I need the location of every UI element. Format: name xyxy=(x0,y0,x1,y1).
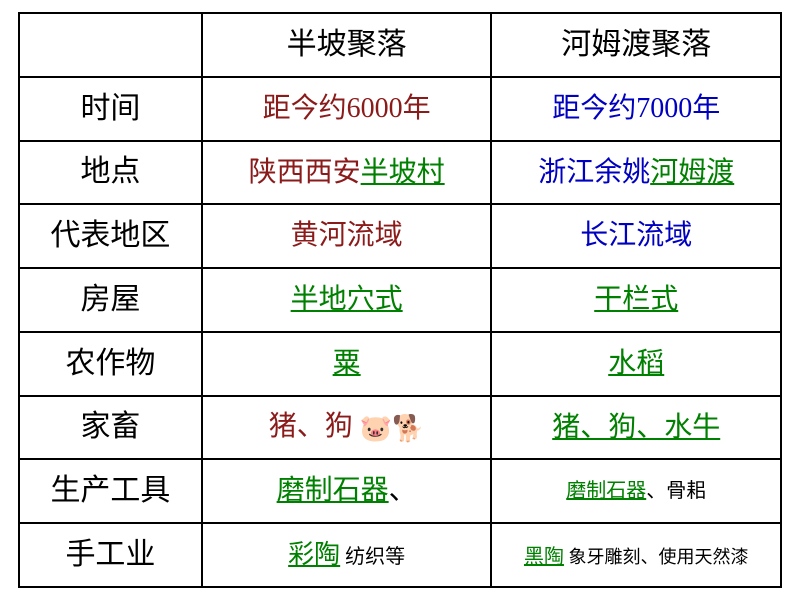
cell-place-a: 陕西西安半坡村 xyxy=(202,141,492,205)
house-a-link: 半地穴式 xyxy=(291,284,403,315)
cell-tool-b: 磨制石器、骨耜 xyxy=(491,459,781,523)
row-tool: 生产工具 磨制石器、 磨制石器、骨耜 xyxy=(19,459,781,523)
row-crop: 农作物 粟 水稻 xyxy=(19,332,781,396)
header-blank xyxy=(19,13,202,77)
row-region: 代表地区 黄河流域 长江流域 xyxy=(19,204,781,268)
tool-a-suffix: 、 xyxy=(389,475,417,506)
place-b-prefix: 浙江余姚 xyxy=(538,157,650,188)
comparison-table: 半坡聚落 河姆渡聚落 时间 距今约6000年 距今约7000年 地点 陕西西安半… xyxy=(18,12,782,588)
pig-dog-icon: 🐷🐕 xyxy=(360,414,425,443)
craft-a-suffix: 纺织等 xyxy=(340,546,405,568)
cell-animal-a: 猪、狗 🐷🐕 xyxy=(202,396,492,460)
house-b-link: 干栏式 xyxy=(594,284,678,315)
cell-house-a: 半地穴式 xyxy=(202,268,492,332)
cell-crop-b: 水稻 xyxy=(491,332,781,396)
cell-region-b: 长江流域 xyxy=(491,204,781,268)
label-time: 时间 xyxy=(19,77,202,141)
table-header-row: 半坡聚落 河姆渡聚落 xyxy=(19,13,781,77)
animal-b-link: 猪、狗、水牛 xyxy=(552,412,720,443)
crop-b-link: 水稻 xyxy=(608,348,664,379)
craft-b-suffix: 象牙雕刻、使用天然漆 xyxy=(564,547,749,567)
tool-a-link: 磨制石器 xyxy=(277,475,389,506)
place-a-link: 半坡村 xyxy=(361,157,445,188)
craft-a-link: 彩陶 xyxy=(288,540,340,569)
header-col-a: 半坡聚落 xyxy=(202,13,492,77)
craft-b-link: 黑陶 xyxy=(524,546,564,568)
label-craft: 手工业 xyxy=(19,523,202,587)
row-time: 时间 距今约6000年 距今约7000年 xyxy=(19,77,781,141)
cell-house-b: 干栏式 xyxy=(491,268,781,332)
header-col-b: 河姆渡聚落 xyxy=(491,13,781,77)
tool-b-link: 磨制石器 xyxy=(566,480,646,502)
cell-time-a: 距今约6000年 xyxy=(202,77,492,141)
row-place: 地点 陕西西安半坡村 浙江余姚河姆渡 xyxy=(19,141,781,205)
cell-craft-a: 彩陶 纺织等 xyxy=(202,523,492,587)
place-b-link: 河姆渡 xyxy=(650,157,734,188)
cell-animal-b: 猪、狗、水牛 xyxy=(491,396,781,460)
cell-crop-a: 粟 xyxy=(202,332,492,396)
cell-region-a: 黄河流域 xyxy=(202,204,492,268)
cell-craft-b: 黑陶 象牙雕刻、使用天然漆 xyxy=(491,523,781,587)
row-craft: 手工业 彩陶 纺织等 黑陶 象牙雕刻、使用天然漆 xyxy=(19,523,781,587)
crop-a-link: 粟 xyxy=(333,348,361,379)
label-house: 房屋 xyxy=(19,268,202,332)
animal-a-text: 猪、狗 xyxy=(269,411,353,442)
label-tool: 生产工具 xyxy=(19,459,202,523)
row-animal: 家畜 猪、狗 🐷🐕 猪、狗、水牛 xyxy=(19,396,781,460)
cell-time-b: 距今约7000年 xyxy=(491,77,781,141)
place-a-prefix: 陕西西安 xyxy=(249,157,361,188)
label-animal: 家畜 xyxy=(19,396,202,460)
label-place: 地点 xyxy=(19,141,202,205)
label-region: 代表地区 xyxy=(19,204,202,268)
cell-place-b: 浙江余姚河姆渡 xyxy=(491,141,781,205)
label-crop: 农作物 xyxy=(19,332,202,396)
cell-tool-a: 磨制石器、 xyxy=(202,459,492,523)
tool-b-suffix: 、骨耜 xyxy=(646,480,706,502)
row-house: 房屋 半地穴式 干栏式 xyxy=(19,268,781,332)
